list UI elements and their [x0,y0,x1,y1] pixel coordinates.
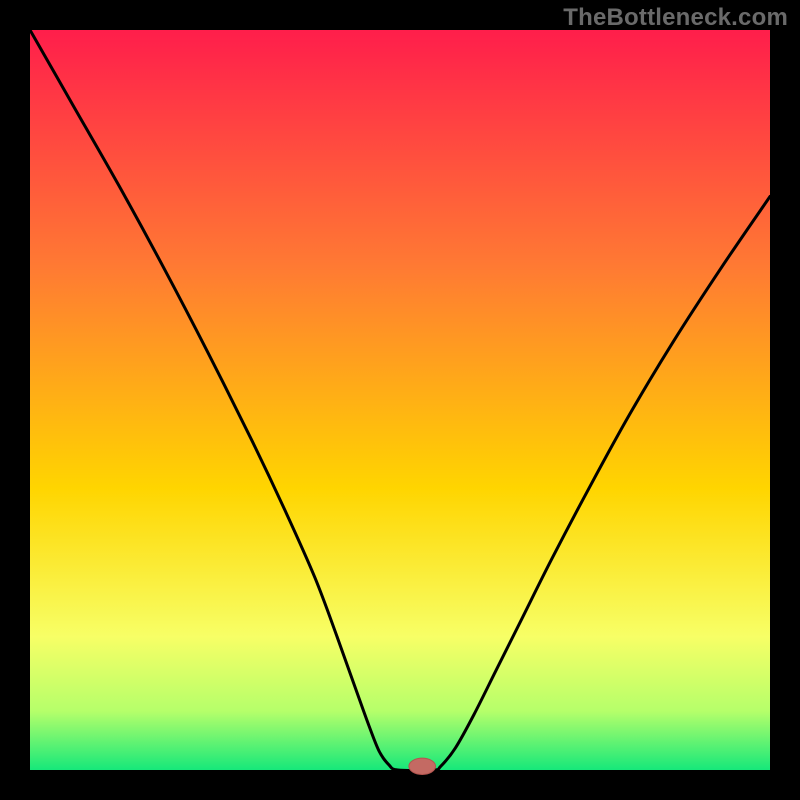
watermark-text: TheBottleneck.com [563,4,788,32]
plot-area [30,30,770,770]
bottleneck-marker [409,758,436,774]
